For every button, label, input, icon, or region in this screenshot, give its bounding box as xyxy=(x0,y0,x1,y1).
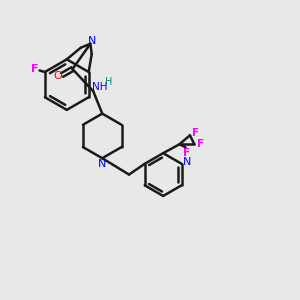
Text: N: N xyxy=(98,159,106,169)
Text: F: F xyxy=(192,128,199,138)
Text: O: O xyxy=(53,71,62,82)
Text: H: H xyxy=(105,77,112,87)
Text: F: F xyxy=(31,64,38,74)
Text: NH: NH xyxy=(92,82,108,92)
Text: F: F xyxy=(183,148,190,158)
Text: N: N xyxy=(88,36,96,46)
Text: F: F xyxy=(197,139,205,149)
Text: N: N xyxy=(183,158,191,167)
